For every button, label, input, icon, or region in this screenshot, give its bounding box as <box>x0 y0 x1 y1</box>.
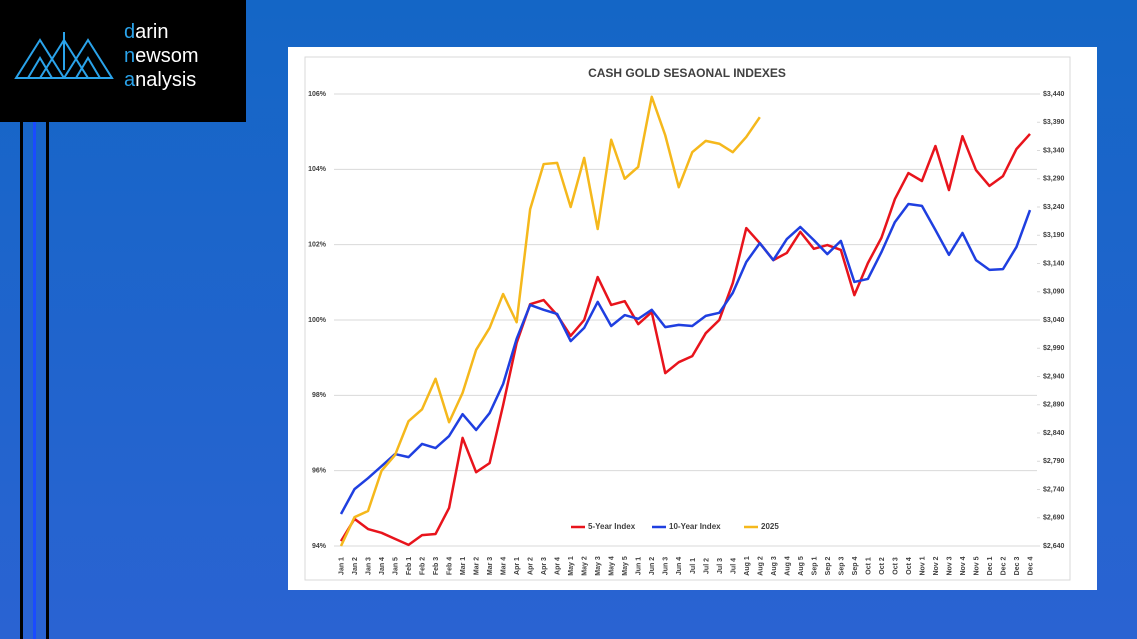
y2-tick-label: $2,940 <box>1043 373 1065 380</box>
y2-tick-label: $3,140 <box>1043 260 1065 267</box>
y2-tick-label: $2,740 <box>1043 486 1065 493</box>
x-tick-label: Feb 1 <box>406 557 413 575</box>
x-tick-label: Dec 1 <box>987 557 994 576</box>
x-tick-label: May 4 <box>609 556 616 576</box>
x-tick-label: Nov 2 <box>933 556 940 575</box>
y-tick-label: 100% <box>308 317 327 324</box>
x-tick-label: Jun 3 <box>663 557 670 575</box>
x-tick-label: Oct 2 <box>879 557 886 575</box>
x-tick-label: Feb 4 <box>447 557 454 575</box>
x-tick-label: Oct 1 <box>865 557 872 575</box>
logo-icon <box>14 32 114 79</box>
y2-tick-label: $2,990 <box>1043 345 1065 352</box>
y-tick-label: 94% <box>312 543 327 550</box>
series-line <box>339 95 761 547</box>
x-tick-label: Sep 2 <box>825 557 832 576</box>
x-tick-label: Aug 2 <box>757 556 764 576</box>
x-tick-label: Nov 3 <box>946 556 953 575</box>
x-tick-label: Aug 4 <box>784 556 791 576</box>
chart-title: CASH GOLD SESAONAL INDEXES <box>588 66 786 80</box>
series-line <box>339 202 1032 515</box>
x-tick-label: Mar 3 <box>487 557 494 575</box>
plot-frame <box>304 56 1071 581</box>
x-tick-label: Aug 5 <box>798 556 805 576</box>
x-tick-label: Mar 2 <box>474 557 481 575</box>
x-tick-label: Aug 3 <box>771 556 778 576</box>
y2-tick-label: $2,640 <box>1043 543 1065 550</box>
y2-tick-label: $2,840 <box>1043 430 1065 437</box>
x-tick-label: Jan 4 <box>379 557 386 575</box>
x-tick-label: Jun 2 <box>649 557 656 575</box>
legend-label: 2025 <box>761 522 779 531</box>
logo: darin newsom analysis <box>0 0 246 122</box>
x-tick-label: Dec 2 <box>1000 557 1007 576</box>
logo-word: analysis <box>124 69 197 91</box>
x-tick-label: Feb 2 <box>420 557 427 575</box>
y2-tick-label: $3,440 <box>1043 91 1065 98</box>
x-tick-label: Sep 3 <box>838 557 845 576</box>
rule <box>33 122 36 639</box>
y-tick-label: 104% <box>308 166 327 173</box>
legend-label: 10-Year Index <box>669 522 721 531</box>
y2-tick-label: $2,790 <box>1043 458 1065 465</box>
logo-word: newsom <box>124 45 199 67</box>
y2-tick-label: $3,340 <box>1043 147 1065 154</box>
x-tick-label: May 2 <box>582 556 589 576</box>
x-tick-label: Sep 4 <box>852 557 859 576</box>
rule <box>46 122 49 639</box>
x-tick-label: Jan 1 <box>339 557 346 575</box>
x-tick-label: Jun 1 <box>636 557 643 575</box>
x-tick-label: Oct 3 <box>892 557 899 575</box>
x-tick-label: Apr 1 <box>514 557 521 575</box>
x-tick-label: Dec 3 <box>1014 557 1021 576</box>
logo-text: darin newsom analysis <box>124 20 198 92</box>
x-tick-label: Dec 4 <box>1028 557 1035 576</box>
x-tick-label: Apr 3 <box>541 557 548 575</box>
y2-tick-label: $3,240 <box>1043 204 1065 211</box>
x-tick-label: Apr 4 <box>555 557 562 575</box>
x-tick-label: Nov 4 <box>960 556 967 575</box>
x-tick-label: May 3 <box>595 556 602 576</box>
x-tick-label: Jan 5 <box>393 557 400 575</box>
x-tick-label: Nov 1 <box>919 556 926 575</box>
rule <box>20 122 23 639</box>
y-tick-label: 98% <box>312 392 327 399</box>
x-tick-label: Sep 1 <box>811 557 818 576</box>
x-tick-label: Aug 1 <box>744 556 751 576</box>
y2-tick-label: $3,040 <box>1043 317 1065 324</box>
x-tick-label: May 5 <box>622 556 629 576</box>
y2-tick-label: $3,290 <box>1043 176 1065 183</box>
x-tick-label: Jun 4 <box>676 557 683 575</box>
x-tick-label: Nov 5 <box>973 556 980 575</box>
y2-tick-label: $2,890 <box>1043 402 1065 409</box>
x-tick-label: Jan 3 <box>366 557 373 575</box>
y2-tick-label: $3,190 <box>1043 232 1065 239</box>
x-tick-label: May 1 <box>568 556 575 576</box>
y2-tick-label: $3,090 <box>1043 289 1065 296</box>
x-tick-label: Jul 3 <box>717 558 724 574</box>
y2-tick-label: $3,390 <box>1043 119 1065 126</box>
x-tick-label: Jul 1 <box>690 558 697 574</box>
y-tick-label: 106% <box>308 91 327 98</box>
chart-panel <box>288 47 1097 590</box>
x-tick-label: Apr 2 <box>528 557 535 575</box>
y-tick-label: 102% <box>308 242 327 249</box>
x-tick-label: Feb 3 <box>433 557 440 575</box>
logo-word: darin <box>124 21 169 43</box>
series-line <box>339 133 1031 547</box>
x-tick-label: Jul 2 <box>703 558 710 574</box>
legend-label: 5-Year Index <box>588 522 636 531</box>
x-tick-label: Oct 4 <box>906 557 913 575</box>
x-tick-label: Mar 4 <box>501 557 508 575</box>
x-tick-label: Jul 4 <box>730 558 737 574</box>
x-tick-label: Mar 1 <box>460 557 467 575</box>
x-tick-label: Jan 2 <box>352 557 359 575</box>
y-tick-label: 96% <box>312 468 327 475</box>
y2-tick-label: $2,690 <box>1043 515 1065 522</box>
